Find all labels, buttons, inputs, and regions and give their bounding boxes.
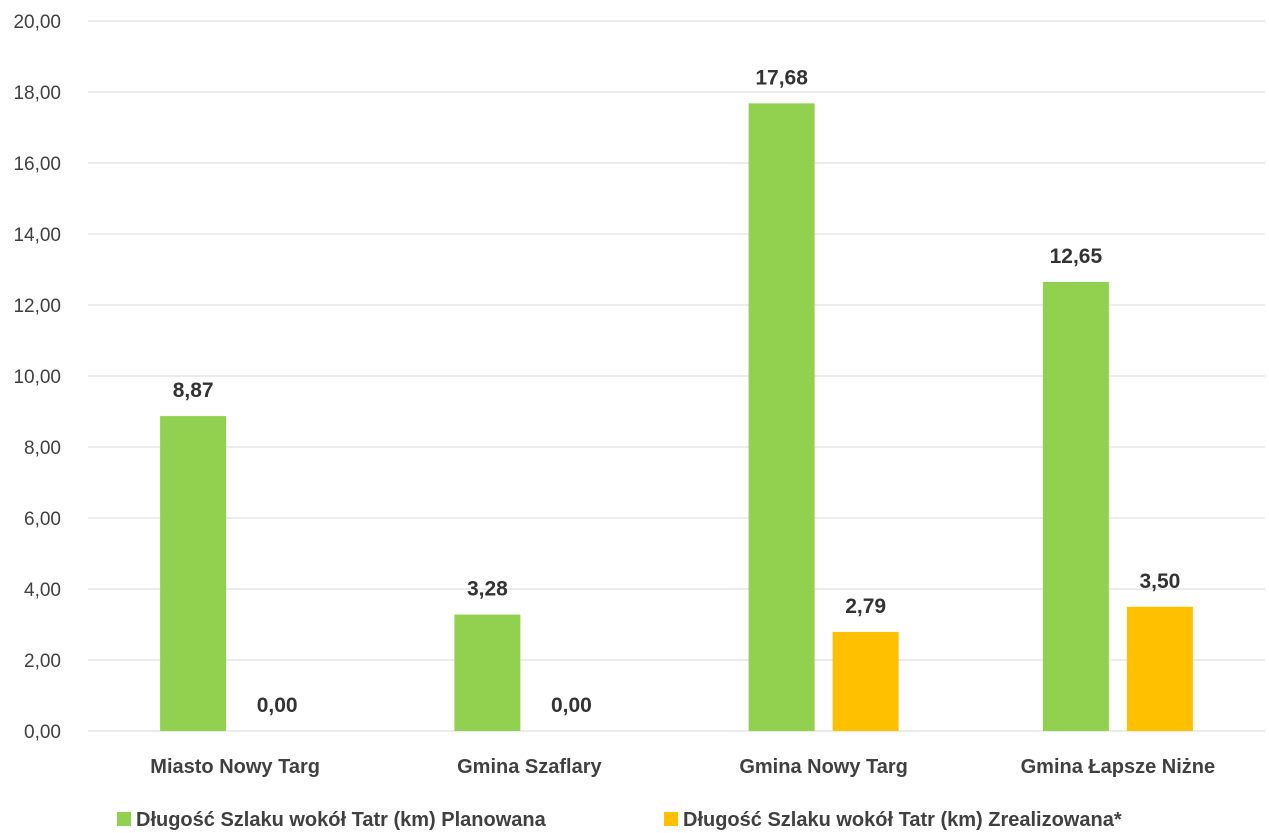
x-category-label: Gmina Szaflary — [457, 756, 602, 778]
legend: Długość Szlaku wokół Tatr (km) Planowana… — [117, 809, 1122, 831]
legend-label: Długość Szlaku wokół Tatr (km) Planowana — [136, 809, 547, 831]
y-tick-label: 8,00 — [24, 438, 61, 459]
data-label: 3,28 — [467, 578, 508, 601]
data-label: 17,68 — [755, 66, 808, 89]
data-label: 8,87 — [173, 379, 214, 402]
bars — [160, 103, 1193, 732]
data-label: 0,00 — [551, 694, 592, 717]
x-category-label: Gmina Łapsze Niżne — [1021, 756, 1216, 778]
y-tick-label: 16,00 — [13, 154, 61, 175]
legend-swatch — [117, 812, 131, 826]
y-axis: 0,00 2,00 4,00 6,00 8,00 10,00 12,00 14,00 16,00… — [13, 12, 61, 743]
y-tick-label: 14,00 — [13, 225, 61, 246]
y-tick-label: 10,00 — [13, 367, 61, 388]
x-category-label: Gmina Nowy Targ — [739, 756, 908, 778]
bar-series-2-3 — [832, 631, 899, 731]
bar-series-1-4 — [1042, 281, 1109, 731]
bar-series-2-4 — [1126, 606, 1193, 731]
bar-series-1-2 — [454, 614, 521, 731]
y-tick-label: 2,00 — [24, 651, 61, 672]
bar-series-1-3 — [748, 103, 815, 732]
y-tick-label: 4,00 — [24, 580, 61, 601]
y-tick-label: 12,00 — [13, 296, 61, 317]
data-label: 3,50 — [1139, 570, 1180, 593]
bar-series-1-1 — [160, 416, 227, 731]
data-label: 0,00 — [257, 694, 298, 717]
y-tick-label: 20,00 — [13, 12, 61, 33]
y-tick-label: 18,00 — [13, 83, 61, 104]
x-category-label: Miasto Nowy Targ — [150, 756, 320, 778]
data-labels: 8,87 0,00 3,28 0,00 17,68 2,79 12,65 3,50 — [173, 66, 1181, 717]
x-axis: Miasto Nowy Targ Gmina Szaflary Gmina Nowy… — [150, 756, 1215, 778]
legend-label: Długość Szlaku wokół Tatr (km) Zrealizow… — [683, 809, 1122, 831]
gridlines — [88, 20, 1265, 732]
data-label: 2,79 — [845, 595, 886, 618]
y-tick-label: 0,00 — [24, 722, 61, 743]
legend-swatch — [664, 812, 678, 826]
data-label: 12,65 — [1050, 245, 1103, 268]
y-tick-label: 6,00 — [24, 509, 61, 530]
